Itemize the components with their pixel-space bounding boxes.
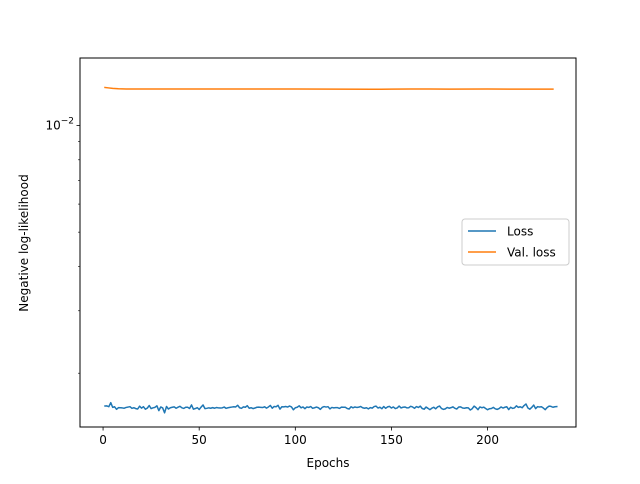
legend-label-val-loss: Val. loss bbox=[507, 246, 556, 260]
x-axis: 0 50 100 150 200 bbox=[99, 427, 499, 447]
legend: Loss Val. loss bbox=[461, 218, 570, 266]
x-tick-label: 200 bbox=[476, 433, 499, 447]
x-tick-label: 0 bbox=[99, 433, 107, 447]
axes-frame bbox=[79, 57, 577, 428]
x-axis-label: Epochs bbox=[307, 456, 350, 470]
x-tick-label: 100 bbox=[284, 433, 307, 447]
series-layer bbox=[104, 86, 558, 414]
legend-label-loss: Loss bbox=[507, 225, 533, 239]
y-axis: 10−2 bbox=[45, 116, 80, 374]
series-line-val-loss bbox=[104, 86, 554, 91]
y-axis-label: Negative log-likelihood bbox=[17, 174, 31, 311]
series-line-loss bbox=[104, 401, 558, 414]
y-tick-label: 10−2 bbox=[45, 116, 74, 132]
x-tick-label: 150 bbox=[380, 433, 403, 447]
x-tick-label: 50 bbox=[192, 433, 207, 447]
